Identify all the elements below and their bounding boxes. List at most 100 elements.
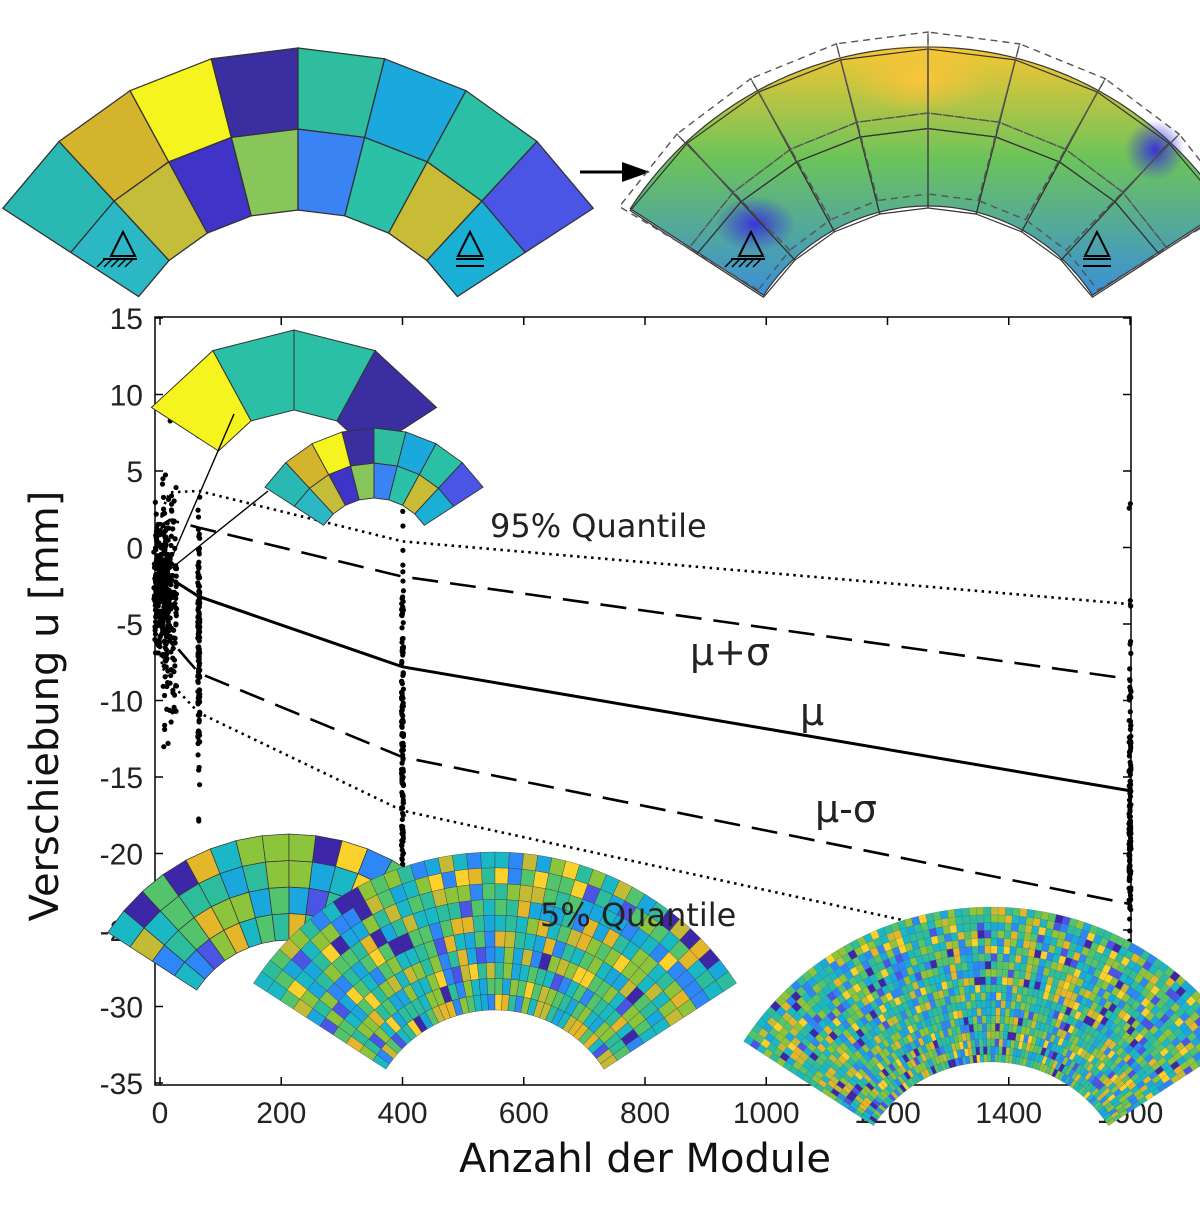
coldspot xyxy=(715,196,795,252)
inset-mesh-1600 xyxy=(976,907,984,916)
sample-point xyxy=(1128,739,1134,745)
inset-mesh-1600 xyxy=(974,976,981,986)
inset-mesh-1600 xyxy=(1017,923,1026,933)
inset-mesh-1600 xyxy=(996,968,1003,978)
original-grid-cell xyxy=(927,112,1000,202)
sample-point xyxy=(171,704,177,710)
sample-point xyxy=(159,481,166,487)
sample-point xyxy=(161,638,167,644)
inset-mesh-1600 xyxy=(949,924,958,934)
fixed-support-icon xyxy=(737,229,765,257)
inset-mesh-1600 xyxy=(1011,985,1019,994)
inset-mesh-1600 xyxy=(977,938,985,947)
inset-mesh-400 xyxy=(494,851,510,869)
original-grid-cell xyxy=(1024,148,1124,252)
inset-mesh-1600 xyxy=(995,992,1002,1001)
inset-mesh-1600 xyxy=(1011,915,1020,924)
sample-point xyxy=(195,623,201,629)
sample-point xyxy=(400,756,406,763)
sample-point xyxy=(152,631,159,637)
sample-point xyxy=(168,595,175,601)
inset-mesh-1600 xyxy=(1000,1000,1007,1009)
inset-mesh-1600 xyxy=(1014,954,1022,964)
inset-mesh-1600 xyxy=(983,914,992,923)
sample-point xyxy=(1127,641,1133,647)
inset-mesh-1600 xyxy=(969,985,976,994)
inset-mesh-1600 xyxy=(971,1008,978,1017)
original-grid-cell xyxy=(687,191,791,291)
y-tick-label: -30 xyxy=(100,992,143,1025)
inset-mesh-1600 xyxy=(947,956,956,965)
inset-mesh-1600 xyxy=(983,906,992,915)
inset-mesh-1600 xyxy=(996,961,1004,970)
x-tick-label: 200 xyxy=(256,1097,306,1130)
sample-point xyxy=(165,579,171,585)
sample-point xyxy=(399,804,405,811)
inset-mesh-1600 xyxy=(961,907,970,917)
sample-point xyxy=(163,647,169,653)
sample-point xyxy=(161,588,167,595)
inset-mesh-1600 xyxy=(1012,977,1020,987)
sample-point xyxy=(1127,876,1133,882)
inset-mesh-1600 xyxy=(986,1015,992,1024)
inset-mesh-1600 xyxy=(985,984,992,993)
inset-mesh-1600 xyxy=(1195,1007,1200,1017)
inset-mesh-1600 xyxy=(984,961,992,970)
inset-mesh-1600 xyxy=(958,939,966,948)
inset-mesh-1600 xyxy=(959,946,967,956)
inset-mesh-400 xyxy=(454,868,470,887)
inset-mesh-1600 xyxy=(983,1054,988,1063)
sample-point xyxy=(173,583,179,589)
sample-point xyxy=(195,733,201,739)
sample-point xyxy=(160,506,167,512)
sample-point xyxy=(170,572,176,579)
sample-point xyxy=(1128,788,1134,794)
inset-mesh-1600 xyxy=(1002,961,1010,970)
fixed-support-icon-hatch xyxy=(745,258,755,268)
inset-mesh-400 xyxy=(487,994,496,1011)
inset-mesh-1600 xyxy=(990,945,998,954)
inset-mesh-1600 xyxy=(982,1030,988,1040)
sample-point xyxy=(173,591,180,597)
sample-point xyxy=(155,527,161,533)
sample-point xyxy=(1127,824,1134,830)
sample-point xyxy=(164,651,170,657)
sample-point xyxy=(195,658,201,664)
sample-point xyxy=(399,789,405,796)
inset-mesh-1600 xyxy=(934,919,943,929)
sample-point xyxy=(1127,889,1133,895)
x-tick-label: 1000 xyxy=(733,1097,800,1130)
inset-mesh-1600 xyxy=(1024,924,1033,934)
inset-mesh-1600 xyxy=(983,1046,988,1055)
sample-point xyxy=(166,525,172,531)
leader-line xyxy=(164,490,269,575)
original-grid-cell xyxy=(856,112,929,202)
inset-mesh-1600 xyxy=(985,976,992,985)
inset-mesh-1600 xyxy=(971,945,979,955)
series-line-5% Quantile xyxy=(159,654,1131,972)
inset-mesh-1600 xyxy=(990,1046,995,1055)
sample-point xyxy=(196,687,203,693)
sample-point xyxy=(169,709,176,715)
sample-point xyxy=(1126,844,1133,851)
sample-point xyxy=(152,499,158,505)
sample-point xyxy=(1126,811,1132,817)
sample-point xyxy=(195,605,202,611)
inset-mesh-1600 xyxy=(969,1031,975,1041)
sample-point xyxy=(160,621,166,627)
sample-point xyxy=(173,683,180,689)
sample-point xyxy=(173,579,179,585)
inset-mesh-1600 xyxy=(999,1015,1005,1024)
sample-point xyxy=(195,701,201,707)
inset-mesh-1600 xyxy=(985,999,992,1008)
x-tick-label: 800 xyxy=(620,1097,670,1130)
inset-mesh-400 xyxy=(485,962,496,979)
inset-mesh-1600 xyxy=(976,1007,982,1017)
inset-mesh-1600 xyxy=(975,992,982,1001)
sample-point xyxy=(1127,804,1133,810)
inset-mesh-400 xyxy=(461,916,475,934)
inset-mesh-1600 xyxy=(1012,907,1021,917)
inset-mesh-1600 xyxy=(984,945,992,954)
inset-mesh-1600 xyxy=(1004,1008,1011,1017)
